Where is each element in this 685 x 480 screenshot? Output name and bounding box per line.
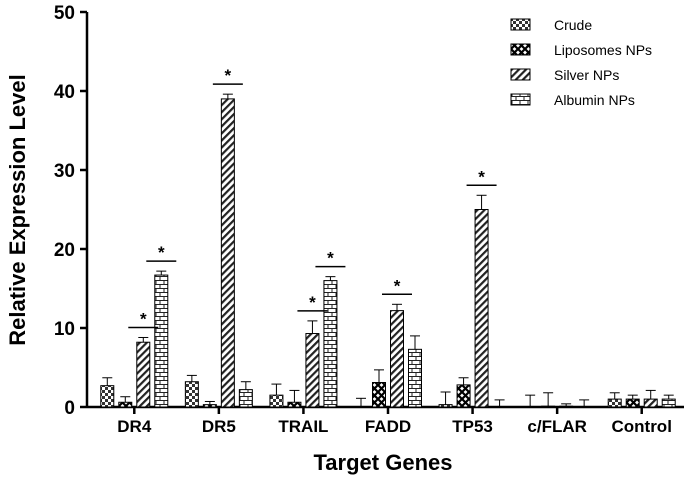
bar (202, 404, 217, 408)
legend-label: Crude (554, 17, 592, 33)
x-tick-label: DR4 (117, 417, 152, 436)
x-tick-label: FADD (365, 417, 411, 436)
y-tick-label: 40 (54, 82, 75, 103)
bar (184, 381, 199, 408)
legend: Crude Liposomes NPs Silver NPs Albumin NPs (510, 17, 652, 108)
legend-swatch (510, 43, 531, 56)
bar (390, 310, 404, 408)
x-tick-label: Control (611, 417, 671, 436)
bar (559, 405, 574, 408)
y-tick-label: 0 (64, 398, 75, 419)
bar (220, 98, 235, 408)
bar (372, 382, 386, 408)
bar (456, 384, 471, 408)
legend-label: Silver NPs (554, 67, 619, 83)
significance-star: * (309, 293, 316, 312)
bar (625, 398, 640, 408)
bar (408, 348, 422, 408)
bar (100, 385, 115, 408)
bar (118, 401, 133, 408)
y-axis-title: Relative Expression Level (5, 74, 30, 345)
significance-star: * (327, 249, 334, 268)
bars (100, 98, 676, 408)
bar (269, 394, 284, 408)
significance-markers: * * * * * * * (128, 66, 497, 328)
significance-star: * (478, 167, 485, 186)
bar (607, 398, 622, 408)
bar (238, 389, 253, 408)
legend-swatch (510, 93, 531, 106)
significance-star: * (158, 243, 165, 262)
bar (305, 333, 320, 408)
axes: 0 10 20 30 40 50 DR4 DR5 TRAIL FADD TP53 c/FLAR Con… (54, 3, 684, 436)
bar (541, 405, 556, 408)
legend-label: Albumin NPs (554, 92, 635, 108)
y-tick-label: 30 (54, 161, 75, 182)
x-axis-title: Target Genes (314, 450, 453, 475)
x-tick-label: TRAIL (278, 417, 328, 436)
y-tick-label: 50 (54, 3, 75, 24)
bar (438, 404, 453, 408)
bar (154, 274, 169, 408)
bar (643, 398, 658, 408)
x-ticks: DR4 DR5 TRAIL FADD TP53 c/FLAR Control (117, 407, 672, 436)
bar (661, 398, 676, 408)
x-tick-label: DR5 (202, 417, 236, 436)
significance-star: * (225, 66, 232, 85)
significance-star: * (394, 276, 401, 295)
y-ticks: 0 10 20 30 40 50 (54, 3, 87, 419)
error-bars (102, 93, 674, 407)
x-tick-label: TP53 (452, 417, 493, 436)
bar (287, 401, 302, 408)
x-tick-label: c/FLAR (527, 417, 587, 436)
legend-swatch (510, 18, 531, 31)
y-tick-label: 20 (54, 240, 75, 261)
bar (323, 280, 338, 408)
significance-star: * (140, 309, 147, 328)
y-tick-label: 10 (54, 319, 75, 340)
bar (474, 209, 489, 408)
legend-label: Liposomes NPs (554, 42, 652, 58)
bar (136, 341, 151, 408)
legend-swatch (510, 68, 531, 81)
